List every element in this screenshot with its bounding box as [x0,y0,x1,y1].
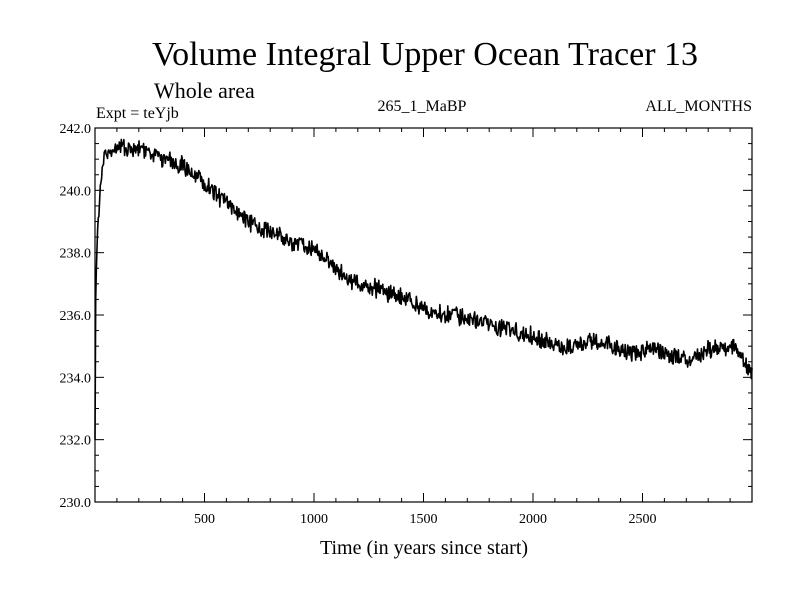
x-tick-label: 1500 [410,512,438,527]
expt-label: Expt = teYjb [96,105,179,122]
x-axis-label: Time (in years since start) [320,537,528,559]
y-tick-label: 240.0 [60,184,92,199]
tick-layer [95,127,752,503]
y-tick-label: 230.0 [60,496,92,511]
x-tick-label: 500 [194,512,215,527]
y-tick-label: 242.0 [60,122,92,137]
y-tick-label: 234.0 [60,371,92,386]
plot-frame [94,127,753,503]
y-tick-label: 238.0 [60,247,92,262]
run-label: 265_1_MaBP [378,98,467,115]
y-tick-label: 232.0 [60,434,92,449]
series-line-tracer-13 [94,138,753,440]
months-label: ALL_MONTHS [645,98,752,115]
chart-subtitle: Whole area [154,78,255,103]
x-tick-label: 2500 [629,512,657,527]
chart-title: Volume Integral Upper Ocean Tracer 13 [152,36,698,73]
x-tick-label: 2000 [519,512,547,527]
x-tick-label: 1000 [300,512,328,527]
series-layer [94,138,753,440]
y-tick-label: 236.0 [60,309,92,324]
tick-label-layer: 500 1000 1500 2000 2500 230.0 232.0 234.0 236.0 2… [60,122,657,527]
